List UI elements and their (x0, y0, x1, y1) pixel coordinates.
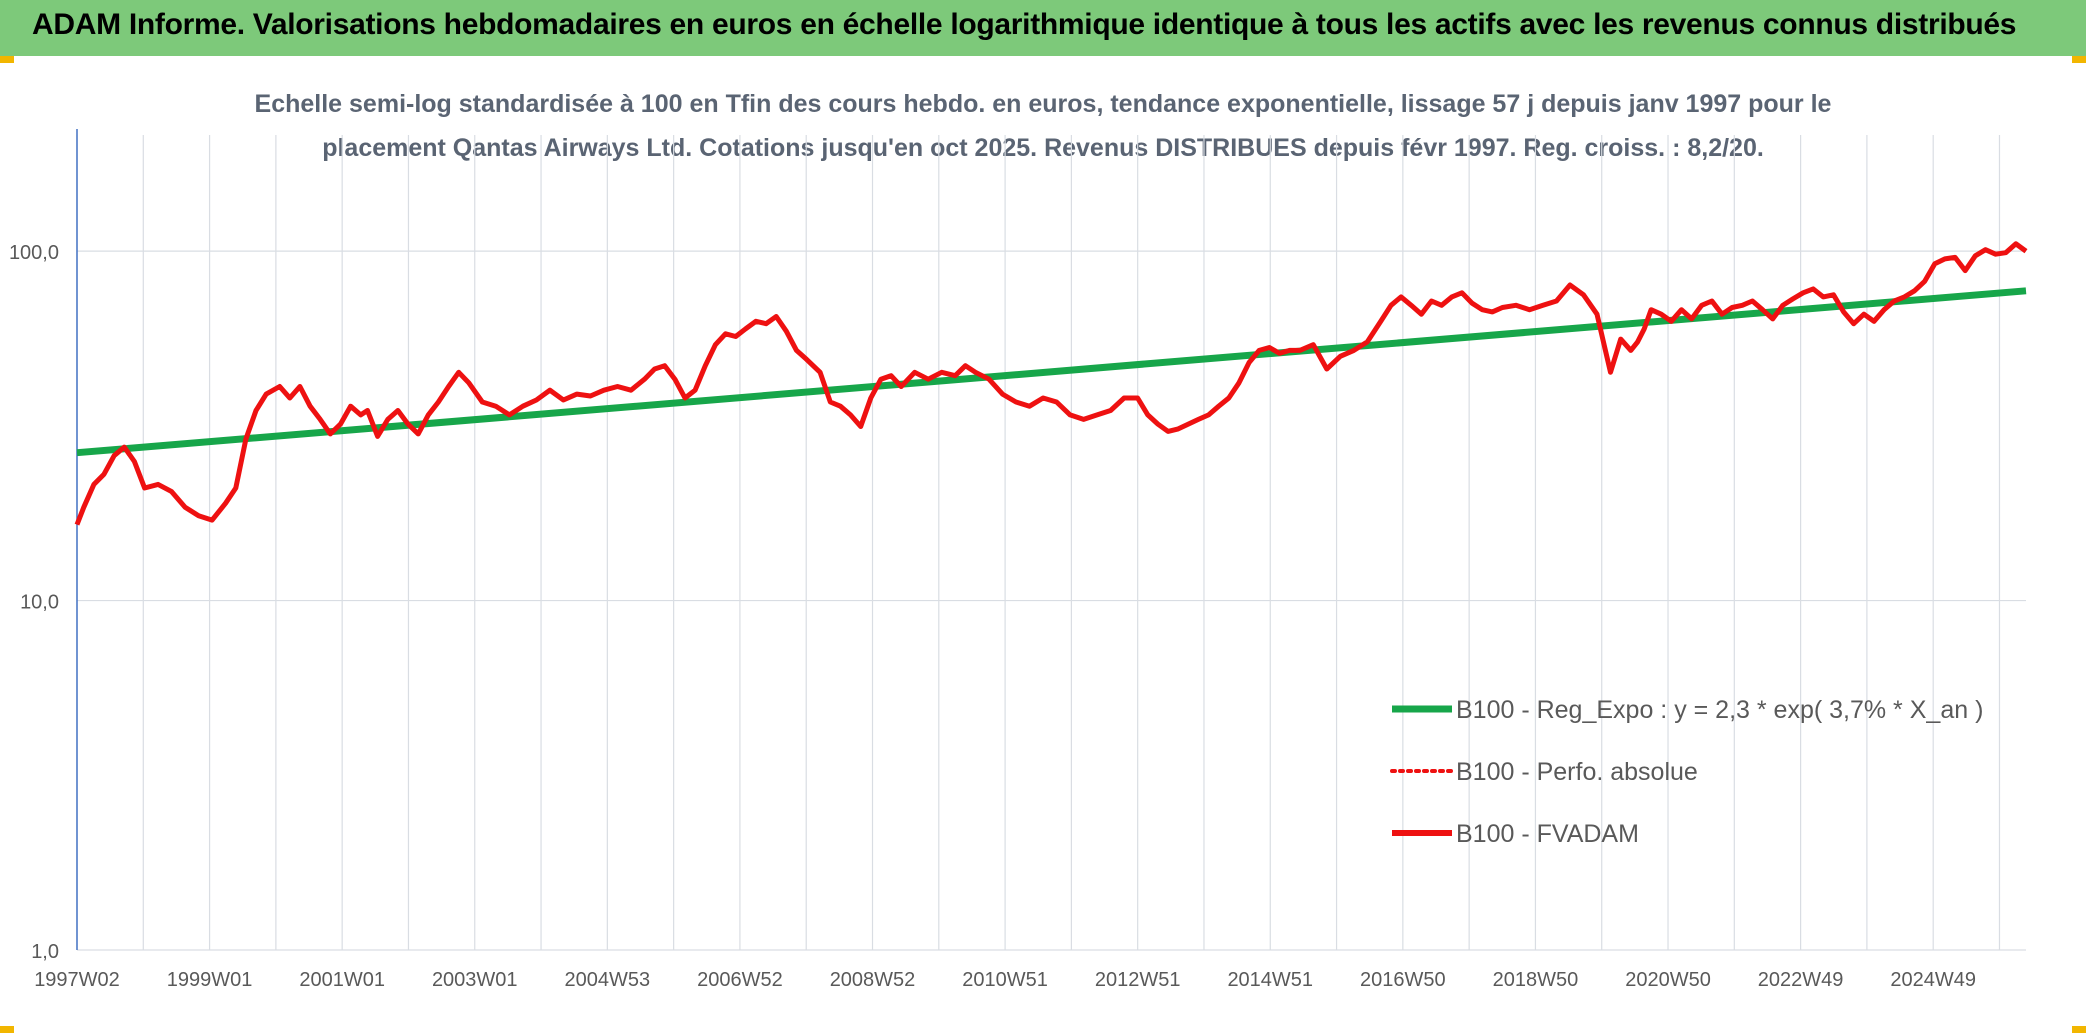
x-tick-label: 2014W51 (1227, 969, 1313, 991)
chart-subtitle-line-2: placement Qantas Airways Ltd. Cotations … (322, 134, 1764, 162)
x-tick-label: 2022W49 (1758, 969, 1844, 991)
corner-marker-top-right (2072, 56, 2086, 63)
x-tick-label: 2020W50 (1625, 969, 1711, 991)
chart-area: Echelle semi-log standardisée à 100 en T… (0, 62, 2086, 1033)
x-tick-label: 1997W02 (34, 969, 120, 991)
x-tick-label: 2008W52 (830, 969, 916, 991)
x-tick-label: 2024W49 (1890, 969, 1976, 991)
trend-line (76, 287, 2027, 457)
x-tick-label: 2006W52 (697, 969, 783, 991)
x-tick-label: 2010W51 (962, 969, 1048, 991)
report-title: ADAM Informe. Valorisations hebdomadaire… (32, 8, 2017, 41)
legend-item-perfo-label: B100 - Perfo. absolue (1456, 758, 1698, 786)
x-tick-label: 1999W01 (167, 969, 253, 991)
report-banner: ADAM Informe. Valorisations hebdomadaire… (0, 0, 2086, 56)
x-tick-label: 2018W50 (1493, 969, 1579, 991)
x-tick-label: 2012W51 (1095, 969, 1181, 991)
corner-marker-bottom-left (0, 1026, 14, 1033)
legend-item-fvadam-label: B100 - FVADAM (1456, 820, 1639, 848)
x-tick-label: 2001W01 (299, 969, 385, 991)
y-tick-label: 1,0 (31, 941, 59, 963)
x-tick-label: 2016W50 (1360, 969, 1446, 991)
y-tick-label: 100,0 (9, 242, 59, 264)
chart-subtitle-line-1: Echelle semi-log standardisée à 100 en T… (254, 90, 1832, 118)
fvadam-line (74, 241, 2028, 526)
line-chart: 100,0 10,0 1,0 1997W02 1999W01 2001W01 2003W01… (9, 129, 2028, 991)
corner-marker-top-left (0, 56, 14, 63)
x-tick-label: 2003W01 (432, 969, 518, 991)
x-tick-label: 2004W53 (565, 969, 651, 991)
corner-marker-bottom-right (2072, 1026, 2086, 1033)
y-tick-label: 10,0 (20, 592, 59, 614)
legend-item-trend-label: B100 - Reg_Expo : y = 2,3 * exp( 3,7% * … (1456, 696, 1983, 724)
